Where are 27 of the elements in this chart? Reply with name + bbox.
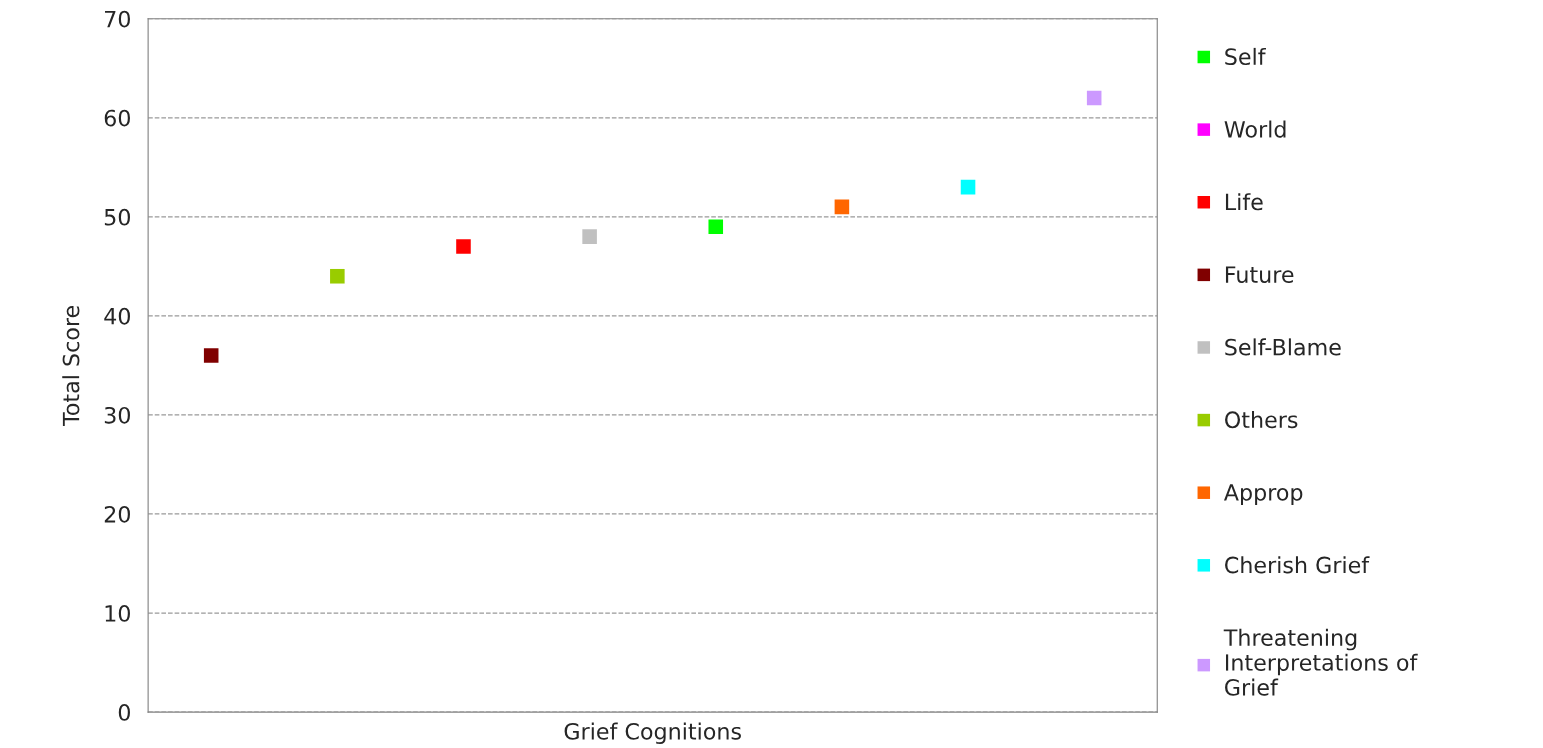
y-tick-label: 40	[104, 307, 130, 325]
legend-label: Threatening Interpretations of Grief	[1223, 628, 1418, 696]
y-tick-label: 60	[104, 109, 130, 127]
point	[203, 348, 219, 363]
legend-label: Future	[1225, 266, 1294, 283]
legend-label: Self-Blame	[1225, 338, 1341, 356]
legend-label: Self	[1225, 47, 1266, 66]
point	[960, 179, 976, 195]
y-tick-label: 30	[104, 406, 130, 424]
y-tick-label: 20	[104, 505, 130, 523]
point	[330, 268, 345, 284]
x-axis-title: Grief Cognitions	[564, 722, 741, 745]
point	[708, 219, 724, 234]
legend-label: Others	[1225, 410, 1298, 429]
y-tick-label: 10	[105, 604, 130, 622]
y-tick-label: 50	[104, 208, 130, 226]
legend-label: Life	[1225, 193, 1263, 211]
legend-label: World	[1224, 120, 1286, 138]
legend-label: Approp	[1223, 484, 1303, 506]
legend-label: Cherish Grief	[1225, 556, 1370, 574]
y-tick-label: 0	[118, 704, 130, 721]
point	[1086, 90, 1102, 106]
point	[834, 199, 850, 215]
y-tick-label: 70	[105, 10, 130, 28]
point	[582, 229, 597, 244]
y-axis-title: Total Score	[62, 305, 80, 427]
point	[456, 239, 471, 254]
